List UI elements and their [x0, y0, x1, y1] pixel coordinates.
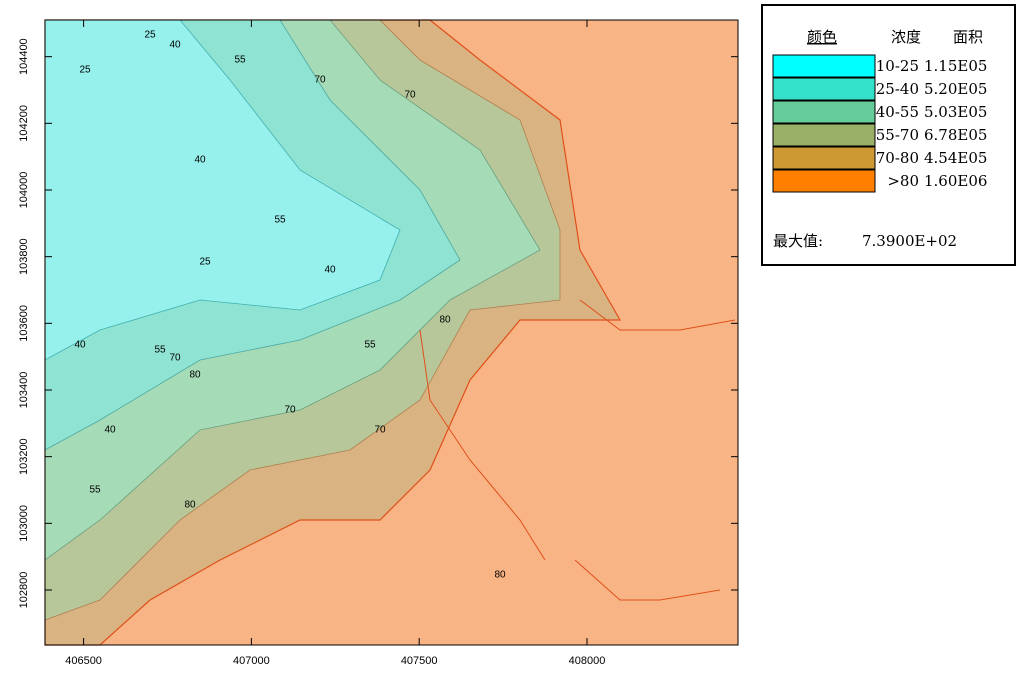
- contour-label: 25: [199, 257, 211, 268]
- contour-label: 55: [234, 55, 246, 66]
- legend-range: >80: [887, 172, 919, 190]
- legend-range: 55-70: [876, 126, 919, 144]
- contour-label: 70: [284, 405, 296, 416]
- map-area: [45, 20, 738, 645]
- legend-area: 5.20E05: [924, 80, 987, 98]
- contour-label: 80: [189, 370, 201, 381]
- legend-swatch: [773, 78, 875, 100]
- y-tick-label: 103200: [18, 438, 30, 475]
- contour-label: 80: [439, 315, 451, 326]
- contour-label: 40: [74, 340, 86, 351]
- legend-swatch: [773, 124, 875, 146]
- legend-range: 40-55: [876, 103, 919, 121]
- contour-label: 40: [104, 425, 116, 436]
- contour-label: 70: [169, 353, 181, 364]
- legend-header: 浓度: [891, 28, 921, 46]
- legend-swatch: [773, 55, 875, 77]
- max-label: 最大值:: [773, 232, 823, 250]
- contour-label: 25: [144, 30, 156, 41]
- contour-label: 55: [89, 485, 101, 496]
- contour-label: 70: [374, 425, 386, 436]
- contour-label: 55: [364, 340, 376, 351]
- x-tick-label: 408000: [569, 655, 606, 667]
- x-tick-label: 406500: [65, 655, 102, 667]
- legend-header: 颜色: [807, 28, 837, 46]
- contour-label: 70: [314, 75, 326, 86]
- legend-swatch: [773, 147, 875, 169]
- contour-label: 25: [79, 65, 91, 76]
- contour-label: 40: [324, 265, 336, 276]
- y-tick-label: 103400: [18, 372, 30, 409]
- legend-area: 4.54E05: [924, 149, 987, 167]
- max-value: 7.3900E+02: [862, 232, 957, 250]
- x-tick-label: 407000: [233, 655, 270, 667]
- legend-area: 6.78E05: [924, 126, 987, 144]
- y-tick-label: 104000: [18, 172, 30, 209]
- legend-swatch: [773, 170, 875, 192]
- y-tick-label: 104400: [18, 38, 30, 75]
- legend-header: 面积: [953, 28, 983, 46]
- contour-label: 55: [274, 215, 286, 226]
- contour-label: 70: [404, 90, 416, 101]
- contour-label: 40: [194, 155, 206, 166]
- x-tick-label: 407500: [401, 655, 438, 667]
- y-tick-label: 102800: [18, 572, 30, 609]
- legend-area: 5.03E05: [924, 103, 987, 121]
- legend-area: 1.60E06: [924, 172, 987, 190]
- legend-area: 1.15E05: [924, 57, 987, 75]
- contour-label: 80: [494, 570, 506, 581]
- page: 406500 407000 407500 408000 102800 103000 1032…: [0, 0, 1020, 682]
- legend-swatch: [773, 101, 875, 123]
- contour-label: 80: [184, 500, 196, 511]
- y-tick-label: 103000: [18, 505, 30, 542]
- y-tick-label: 104200: [18, 105, 30, 142]
- contour-label: 55: [154, 345, 166, 356]
- legend-range: 10-25: [876, 57, 919, 75]
- y-tick-label: 103800: [18, 238, 30, 275]
- y-tick-label: 103600: [18, 305, 30, 342]
- legend-range: 25-40: [876, 80, 919, 98]
- contour-label: 40: [169, 40, 181, 51]
- map-figure: 406500 407000 407500 408000 102800 103000 1032…: [0, 0, 1020, 682]
- legend-range: 70-80: [876, 149, 919, 167]
